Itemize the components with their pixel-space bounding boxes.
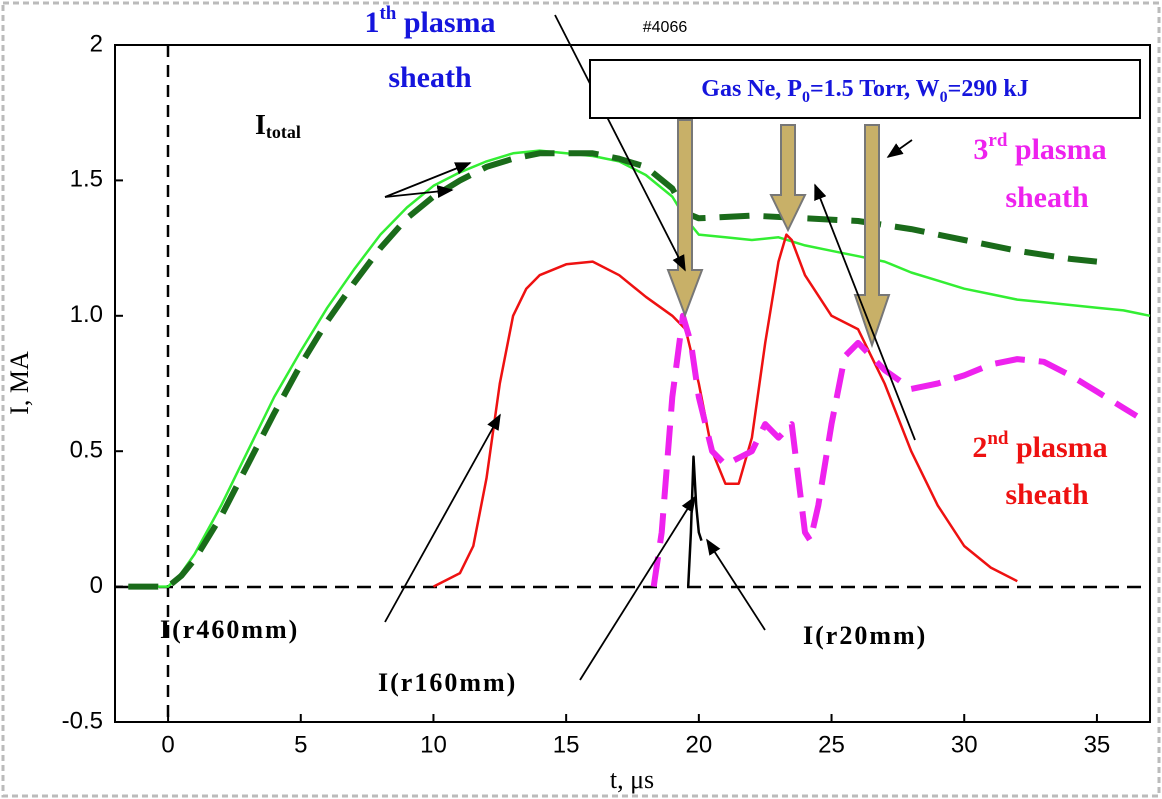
y-axis-label: I, MA: [5, 351, 34, 415]
x-tick-label: 10: [420, 731, 447, 758]
annotation: I(r160mm): [378, 668, 517, 697]
annotation-part: nd: [987, 428, 1009, 449]
annotation-part: 1: [364, 6, 379, 39]
x-tick-label: 15: [553, 731, 580, 758]
box-part: 0: [940, 89, 948, 106]
annotation-part: 3: [973, 133, 988, 166]
sheath-arrow: [853, 124, 891, 349]
pointer-arrow: [384, 162, 472, 198]
annotation-part: total: [266, 122, 301, 142]
y-tick-label: 0.5: [70, 437, 103, 464]
series-line: [686, 455, 703, 587]
x-tick-label: 5: [294, 731, 307, 758]
pointer-arrow: [706, 538, 766, 631]
plot-frame: [114, 44, 1151, 723]
x-tick-label: 0: [161, 731, 174, 758]
pointer-arrows: [384, 14, 916, 681]
y-tick-label: 1.5: [70, 166, 103, 193]
y-tick-label: 2: [90, 30, 103, 57]
pointer-arrow: [579, 495, 696, 681]
x-tick-label: 25: [818, 731, 845, 758]
annotation-part: plasma: [396, 6, 495, 39]
annotation: I(r460mm): [160, 615, 299, 644]
annotation: 3rd plasma: [973, 130, 1106, 166]
annotation: sheath: [1005, 181, 1089, 214]
x-tick-label: 35: [1084, 731, 1111, 758]
x-tick-label: 20: [685, 731, 712, 758]
y-tick-label: 0: [90, 572, 103, 599]
annotation: sheath: [1005, 478, 1089, 511]
x-tick-label: 30: [951, 731, 978, 758]
chart-title: #4066: [643, 19, 688, 36]
annotation-part: 2: [972, 431, 987, 464]
pointer-arrow: [384, 413, 501, 623]
y-tick-label: -0.5: [62, 707, 103, 734]
series-line: [432, 233, 1018, 588]
pointer-arrow: [384, 185, 454, 198]
series-line: [128, 150, 1098, 590]
annotation: I(r20mm): [803, 621, 927, 650]
annotation: sheath: [388, 61, 472, 94]
sheath-arrows: [666, 119, 891, 349]
y-tick-label: 1.0: [70, 301, 103, 328]
box-part: =1.5 Torr, W: [810, 76, 940, 102]
annotation: 2nd plasma: [972, 428, 1107, 464]
box-part: 0: [802, 89, 810, 106]
annotation-part: th: [379, 3, 396, 24]
annotations: 1th plasma sheath 3rd plasma sheath 2nd …: [160, 3, 1108, 697]
annotation: Itotal: [255, 110, 301, 142]
box-part: =290 kJ: [948, 76, 1029, 102]
pointer-arrow: [554, 14, 686, 272]
x-axis-label: t, μs: [610, 765, 654, 794]
condition-text: Gas Ne, P0=1.5 Torr, W0=290 kJ: [701, 76, 1028, 106]
box-part: Gas Ne, P: [701, 76, 802, 102]
annotation-part: plasma: [1008, 431, 1107, 464]
annotation: 1th plasma: [364, 3, 495, 39]
annotation-part: plasma: [1007, 133, 1106, 166]
series-line: [650, 312, 1139, 588]
pointer-arrow: [814, 183, 916, 441]
sheath-arrow: [769, 124, 807, 233]
annotation-part: rd: [988, 130, 1007, 151]
pointer-arrow: [886, 139, 913, 158]
annotation-part: I: [255, 110, 266, 141]
condition-box: [589, 59, 1141, 119]
